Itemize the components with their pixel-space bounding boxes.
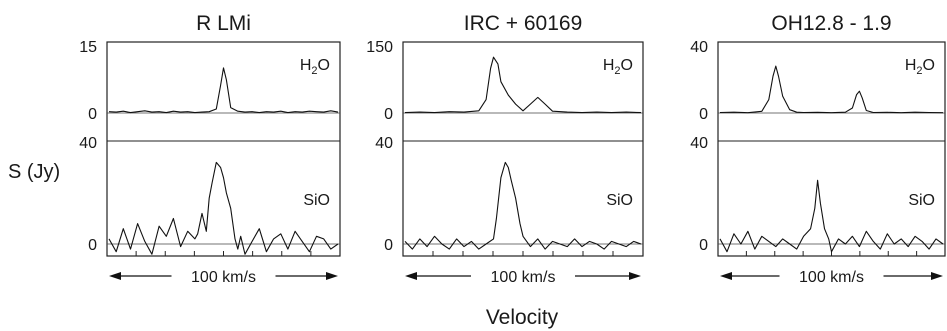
y-tick-label: 40	[690, 135, 708, 152]
arrowhead-left-icon	[109, 272, 121, 280]
spectrum-chart-1: R LMi 0 15 H2O 0 40 SiO 100 km/s	[79, 12, 341, 286]
arrowhead-left-icon	[405, 272, 417, 280]
line-label-h2o: H2O	[905, 57, 935, 77]
x-axis-label: Velocity	[486, 306, 559, 329]
chart-frame	[717, 41, 946, 257]
chart-title: R LMi	[196, 12, 251, 35]
y-tick-label: 15	[79, 39, 97, 56]
spectrum-line-sio	[719, 179, 944, 253]
y-tick-label: 0	[384, 237, 393, 254]
spectrum-chart-3: OH12.8 - 1.9 0 40 H2O 0 40 SiO 100 km/s	[690, 12, 946, 286]
chart-title: IRC + 60169	[464, 12, 583, 35]
arrowhead-right-icon	[629, 272, 641, 280]
y-tick-label: 0	[88, 237, 97, 254]
spectrum-chart-2: IRC + 60169 0 150 H2O 0 40 SiO 100 km/s	[366, 12, 644, 286]
spectrum-line-h2o	[108, 67, 339, 114]
velocity-scale-label: 100 km/s	[191, 269, 256, 286]
chart-panels: R LMi 0 15 H2O 0 40 SiO 100 km/s IRC + 60169 0 150…	[79, 12, 946, 286]
y-tick-label: 40	[690, 39, 708, 56]
line-label-h2o: H2O	[300, 57, 330, 77]
y-axis-label: S (Jy)	[8, 161, 60, 183]
line-label-sio: SiO	[303, 192, 330, 209]
spectrum-line-sio	[108, 161, 339, 255]
line-label-sio: SiO	[606, 192, 633, 209]
arrowhead-right-icon	[931, 272, 943, 280]
spectrum-line-h2o	[719, 65, 944, 114]
y-tick-label: 40	[79, 135, 97, 152]
arrowhead-right-icon	[326, 272, 338, 280]
line-label-h2o: H2O	[603, 57, 633, 77]
spectrum-line-h2o	[404, 56, 642, 114]
velocity-scale-label: 100 km/s	[799, 269, 864, 286]
velocity-scale-label: 100 km/s	[491, 269, 556, 286]
spectrum-line-sio	[404, 161, 642, 250]
chart-title: OH12.8 - 1.9	[771, 12, 891, 35]
y-tick-label: 40	[375, 135, 393, 152]
chart-frame	[106, 41, 341, 257]
y-tick-label: 0	[88, 106, 97, 123]
y-tick-label: 150	[366, 39, 393, 56]
line-label-sio: SiO	[908, 192, 935, 209]
y-tick-label: 0	[699, 106, 708, 123]
y-tick-label: 0	[699, 237, 708, 254]
chart-frame	[402, 41, 644, 257]
y-tick-label: 0	[384, 106, 393, 123]
arrowhead-left-icon	[720, 272, 732, 280]
